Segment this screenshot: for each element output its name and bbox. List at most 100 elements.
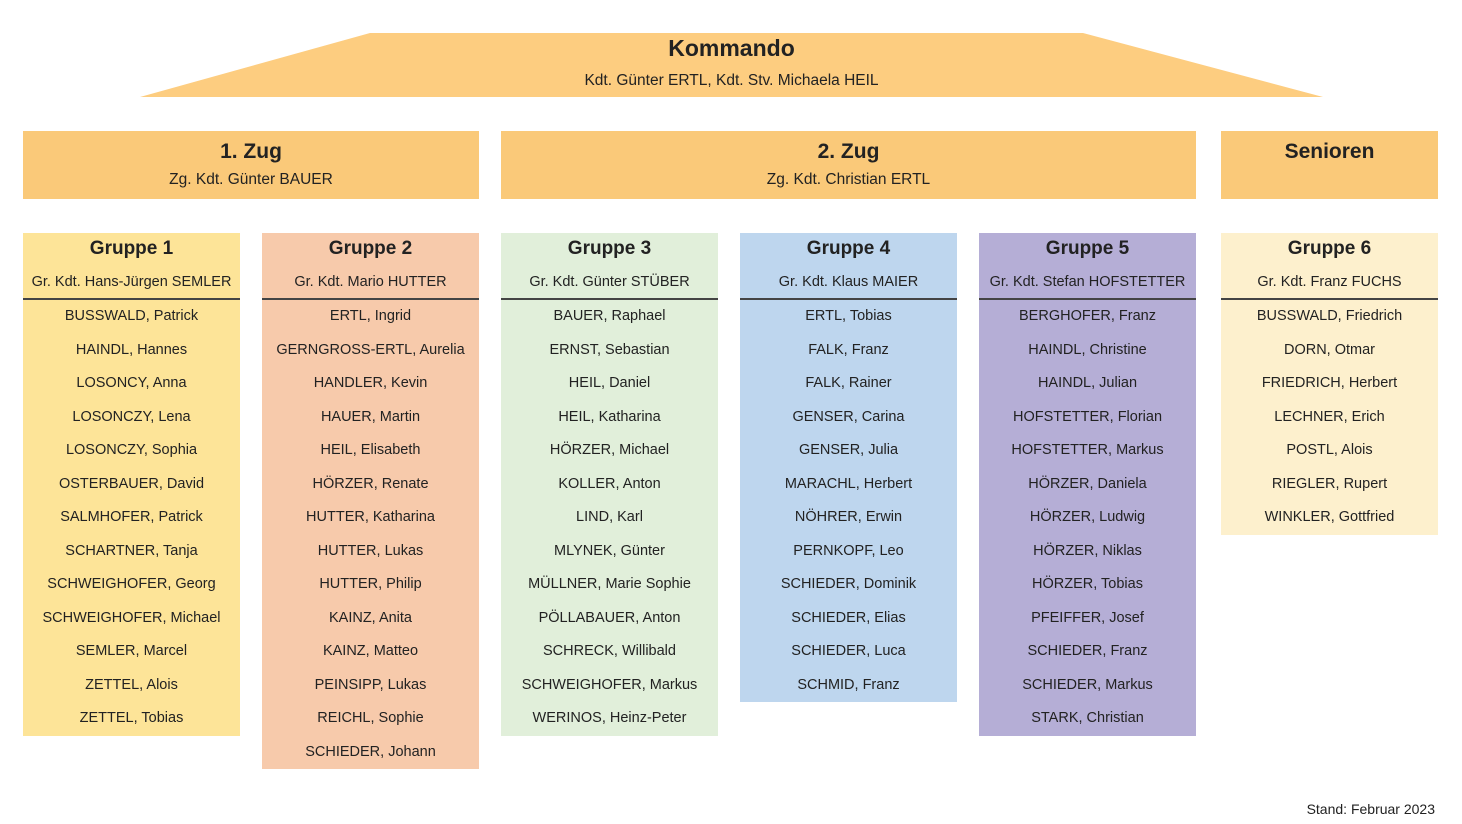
kommando-roof-shape	[140, 33, 1323, 97]
member-item: SCHIEDER, Franz	[1027, 643, 1148, 659]
group-5: Gruppe 5 Gr. Kdt. Stefan HOFSTETTER BERG…	[979, 233, 1196, 736]
member-item: HEIL, Katharina	[558, 408, 661, 425]
senioren-title: Senioren	[1284, 140, 1375, 163]
member-item: DORN, Otmar	[1283, 341, 1376, 358]
member-item: GERNGROSS-ERTL, Aurelia	[276, 341, 465, 358]
group-leader: Gr. Kdt. Günter STÜBER	[501, 267, 718, 300]
member-item: LOSONCZY, Sophia	[65, 442, 198, 458]
member-item: SCHIEDER, Dominik	[780, 576, 917, 592]
member-item: PÖLLABAUER, Anton	[538, 609, 681, 626]
member-item: GENSER, Carina	[792, 408, 905, 425]
member-item: LOSONCY, Anna	[76, 375, 187, 391]
group-1: Gruppe 1 Gr. Kdt. Hans-Jürgen SEMLER BUS…	[23, 233, 240, 736]
zug-1-box: 1. Zug Zg. Kdt. Günter BAUER	[23, 131, 479, 199]
member-item: LECHNER, Erich	[1274, 408, 1385, 425]
member-item: LOSONCZY, Lena	[72, 408, 191, 425]
member-list: BUSSWALD, Friedrich DORN, Otmar FRIEDRICH,…	[1221, 300, 1438, 535]
group-title: Gruppe 2	[328, 238, 413, 259]
member-item: BUSSWALD, Patrick	[64, 308, 199, 324]
zug-2-title: 2. Zug	[817, 140, 880, 163]
member-item: STARK, Christian	[1031, 710, 1144, 726]
group-3: Gruppe 3 Gr. Kdt. Günter STÜBER BAUER, R…	[501, 233, 718, 736]
senioren-box: Senioren	[1221, 131, 1438, 199]
member-item: KOLLER, Anton	[558, 475, 661, 492]
member-item: ERTL, Tobias	[805, 308, 892, 324]
member-item: PFEIFFER, Josef	[1031, 609, 1144, 626]
member-item: HAUER, Martin	[320, 408, 421, 425]
member-item: HANDLER, Kevin	[313, 375, 428, 391]
member-item: SCHWEIGHOFER, Markus	[521, 676, 698, 693]
member-list: ERTL, Tobias FALK, Franz FALK, Rainer GENSE…	[740, 300, 957, 702]
member-item: HUTTER, Philip	[319, 576, 422, 592]
member-item: POSTL, Alois	[1286, 442, 1373, 458]
member-item: ERNST, Sebastian	[549, 341, 670, 358]
member-item: LIND, Karl	[576, 509, 643, 525]
kommando-box: Kommando Kdt. Günter ERTL, Kdt. Stv. Mic…	[140, 33, 1323, 98]
member-item: MÜLLNER, Marie Sophie	[528, 576, 691, 592]
member-item: MLYNEK, Günter	[554, 542, 665, 559]
member-item: RIEGLER, Rupert	[1271, 475, 1388, 492]
group-leader: Gr. Kdt. Stefan HOFSTETTER	[979, 267, 1196, 300]
group-leader: Gr. Kdt. Mario HUTTER	[262, 267, 479, 300]
member-list: ERTL, Ingrid GERNGROSS-ERTL, Aurelia HANDL…	[262, 300, 479, 769]
member-item: OSTERBAUER, David	[58, 475, 205, 492]
member-item: ZETTEL, Alois	[85, 676, 178, 693]
group-title: Gruppe 5	[1045, 238, 1130, 259]
member-item: GENSER, Julia	[798, 442, 899, 458]
member-item: FALK, Rainer	[805, 375, 892, 391]
member-item: HOFSTETTER, Markus	[1011, 442, 1164, 458]
member-item: SCHWEIGHOFER, Georg	[47, 576, 216, 592]
group-2: Gruppe 2 Gr. Kdt. Mario HUTTER ERTL, Ing…	[262, 233, 479, 769]
group-leader: Gr. Kdt. Hans-Jürgen SEMLER	[23, 267, 240, 300]
member-item: ZETTEL, Tobias	[79, 710, 184, 726]
zug-2-box: 2. Zug Zg. Kdt. Christian ERTL	[501, 131, 1196, 199]
member-item: KAINZ, Anita	[328, 609, 412, 626]
member-item: HÖRZER, Niklas	[1033, 542, 1142, 559]
member-item: BERGHOFER, Franz	[1019, 308, 1156, 324]
member-item: HÖRZER, Daniela	[1028, 475, 1147, 492]
group-leader: Gr. Kdt. Klaus MAIER	[740, 267, 957, 300]
member-item: FRIEDRICH, Herbert	[1261, 375, 1398, 391]
member-item: HOFSTETTER, Florian	[1012, 408, 1163, 425]
member-item: PEINSIPP, Lukas	[314, 676, 427, 693]
member-item: SALMHOFER, Patrick	[60, 509, 203, 525]
zug-2-leader: Zg. Kdt. Christian ERTL	[766, 171, 931, 188]
member-item: MARACHL, Herbert	[784, 475, 913, 492]
zug-1-title: 1. Zug	[220, 140, 282, 163]
member-list: BERGHOFER, Franz HAINDL, Christine HAINDL,…	[979, 300, 1196, 736]
member-list: BUSSWALD, Patrick HAINDL, Hannes LOSONCY, …	[23, 300, 240, 736]
member-item: SCHWEIGHOFER, Michael	[42, 609, 221, 626]
group-4: Gruppe 4 Gr. Kdt. Klaus MAIER ERTL, Tobi…	[740, 233, 957, 702]
member-item: REICHL, Sophie	[317, 710, 424, 726]
kommando-leaders: Kdt. Günter ERTL, Kdt. Stv. Michaela HEI…	[584, 72, 879, 89]
member-item: HAINDL, Hannes	[75, 341, 188, 358]
member-item: HAINDL, Christine	[1028, 341, 1147, 358]
member-item: HEIL, Elisabeth	[320, 442, 421, 458]
member-item: HÖRZER, Tobias	[1032, 576, 1143, 592]
group-title: Gruppe 1	[89, 238, 174, 259]
member-item: SCHRECK, Willibald	[543, 643, 676, 659]
member-item: HUTTER, Katharina	[306, 509, 435, 525]
group-6: Gruppe 6 Gr. Kdt. Franz FUCHS BUSSWALD, …	[1221, 233, 1438, 535]
member-item: BAUER, Raphael	[553, 308, 666, 324]
member-item: HÖRZER, Renate	[312, 475, 429, 492]
member-item: PERNKOPF, Leo	[793, 542, 904, 559]
member-item: NÖHRER, Erwin	[794, 509, 903, 525]
member-list: BAUER, Raphael ERNST, Sebastian HEIL, Dani…	[501, 300, 718, 736]
member-item: SCHARTNER, Tanja	[65, 542, 198, 559]
group-title: Gruppe 6	[1287, 238, 1372, 259]
member-item: HÖRZER, Michael	[549, 442, 670, 458]
member-item: KAINZ, Matteo	[322, 643, 419, 659]
member-item: HAINDL, Julian	[1037, 375, 1138, 391]
member-item: ERTL, Ingrid	[329, 308, 412, 324]
member-item: HEIL, Daniel	[568, 375, 651, 391]
member-item: HUTTER, Lukas	[317, 542, 424, 559]
member-item: FALK, Franz	[808, 341, 889, 358]
member-item: WERINOS, Heinz-Peter	[532, 710, 687, 726]
member-item: SCHIEDER, Johann	[305, 743, 436, 760]
member-item: SCHMID, Franz	[797, 676, 900, 693]
group-leader: Gr. Kdt. Franz FUCHS	[1221, 267, 1438, 300]
zug-1-leader: Zg. Kdt. Günter BAUER	[169, 171, 333, 188]
kommando-title: Kommando	[668, 35, 795, 61]
member-item: SEMLER, Marcel	[75, 643, 188, 659]
